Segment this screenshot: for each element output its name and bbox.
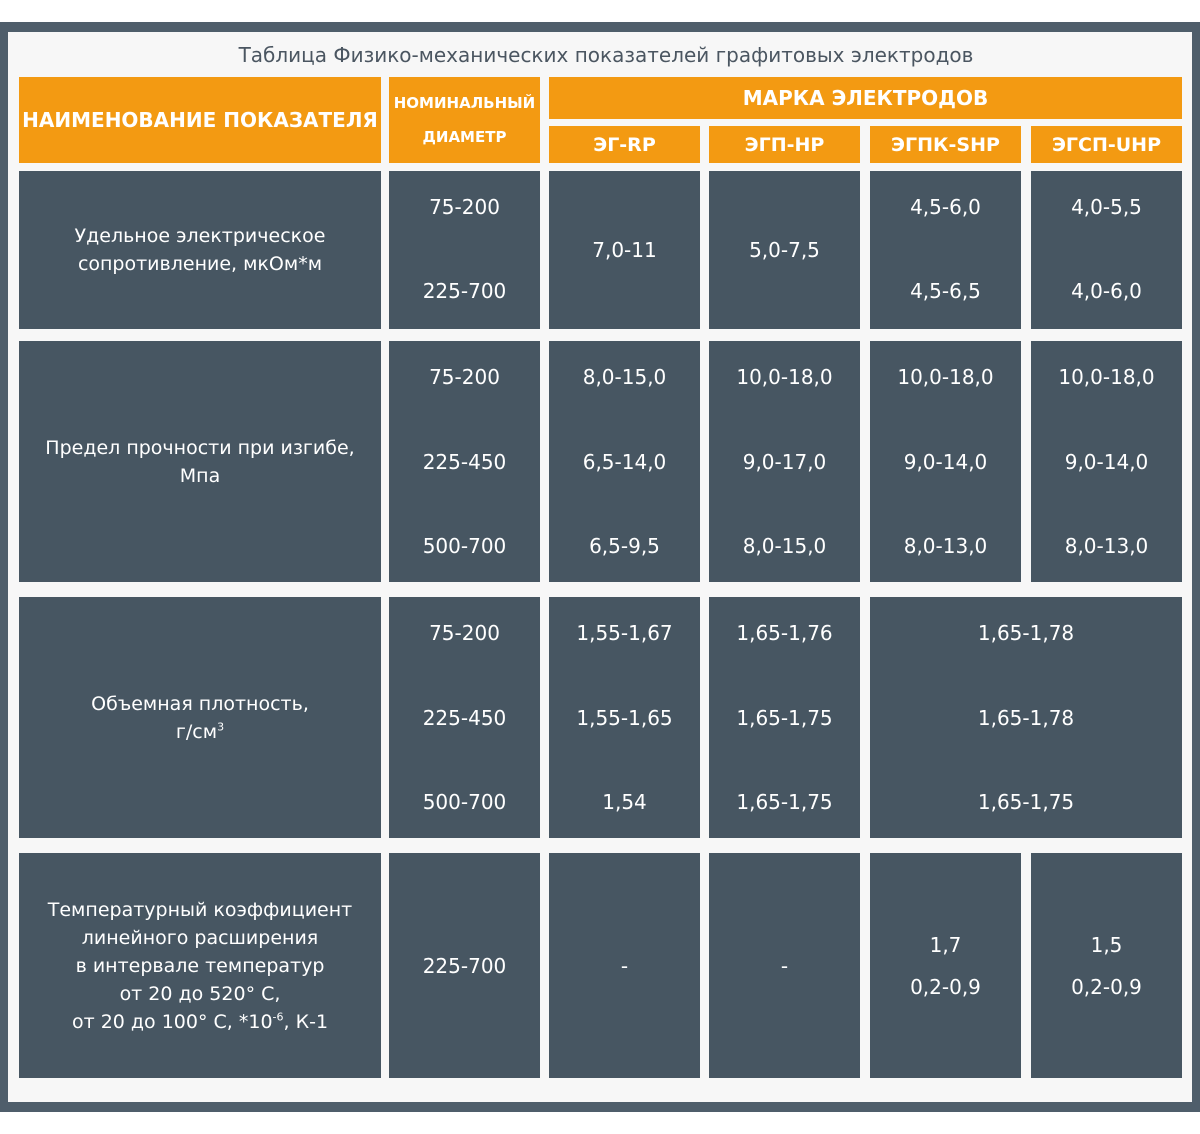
row1-eg: 7,0-11 xyxy=(549,171,700,329)
header-grade-eg: ЭГ-RP xyxy=(549,126,700,163)
header-grade-egp: ЭГП-HP xyxy=(709,126,860,163)
header-brand: МАРКА ЭЛЕКТРОДОВ xyxy=(549,77,1182,119)
row4-egp: - xyxy=(709,853,860,1078)
header-indicator-label: НАИМЕНОВАНИЕ ПОКАЗАТЕЛЯ xyxy=(22,108,378,132)
table-title: Таблица Физико-механических показателей … xyxy=(238,43,974,67)
header-diameter-line1: НОМИНАЛЬНЫЙ xyxy=(393,94,536,112)
row3-egp: 1,65-1,76 1,65-1,75 1,65-1,75 xyxy=(709,597,860,838)
row2-eg: 8,0-15,0 6,5-14,0 6,5-9,5 xyxy=(549,341,700,582)
row2-label: Предел прочности при изгибе, Мпа xyxy=(19,341,381,582)
row4-diameter: 225-700 xyxy=(389,853,540,1078)
row2-egsp: 10,0-18,0 9,0-14,0 8,0-13,0 xyxy=(1031,341,1182,582)
row1-diameter: 75-200 225-700 xyxy=(389,171,540,329)
header-brand-label: МАРКА ЭЛЕКТРОДОВ xyxy=(742,86,989,110)
row1-egp: 5,0-7,5 xyxy=(709,171,860,329)
row1-egpk: 4,5-6,0 4,5-6,5 xyxy=(870,171,1021,329)
row1-egsp: 4,0-5,5 4,0-6,0 xyxy=(1031,171,1182,329)
row2-diameter: 75-200 225-450 500-700 xyxy=(389,341,540,582)
row1-label: Удельное электрическое сопротивление, мк… xyxy=(19,171,381,329)
row3-label-unit: г/см3 xyxy=(175,720,225,743)
row4-label-line5: от 20 до 100° С, *10-6, К-1 xyxy=(71,1010,329,1033)
header-indicator: НАИМЕНОВАНИЕ ПОКАЗАТЕЛЯ xyxy=(19,77,381,163)
row2-egp: 10,0-18,0 9,0-17,0 8,0-15,0 xyxy=(709,341,860,582)
row3-label: Объемная плотность, г/см3 xyxy=(19,597,381,838)
header-diameter: НОМИНАЛЬНЫЙ ДИАМЕТР xyxy=(389,77,540,163)
row3-diameter: 75-200 225-450 500-700 xyxy=(389,597,540,838)
row4-label: Температурный коэффициент линейного расш… xyxy=(19,853,381,1078)
row4-egsp: 1,5 0,2-0,9 xyxy=(1031,853,1182,1078)
row3-eg: 1,55-1,67 1,55-1,65 1,54 xyxy=(549,597,700,838)
row3-egpk-egsp: 1,65-1,78 1,65-1,78 1,65-1,75 xyxy=(870,597,1182,838)
header-diameter-line2: ДИАМЕТР xyxy=(422,128,507,146)
header-grade-egpk: ЭГПК-SHP xyxy=(870,126,1021,163)
row4-egpk: 1,7 0,2-0,9 xyxy=(870,853,1021,1078)
header-grade-egsp: ЭГСП-UHP xyxy=(1031,126,1182,163)
row4-eg: - xyxy=(549,853,700,1078)
row2-egpk: 10,0-18,0 9,0-14,0 8,0-13,0 xyxy=(870,341,1021,582)
